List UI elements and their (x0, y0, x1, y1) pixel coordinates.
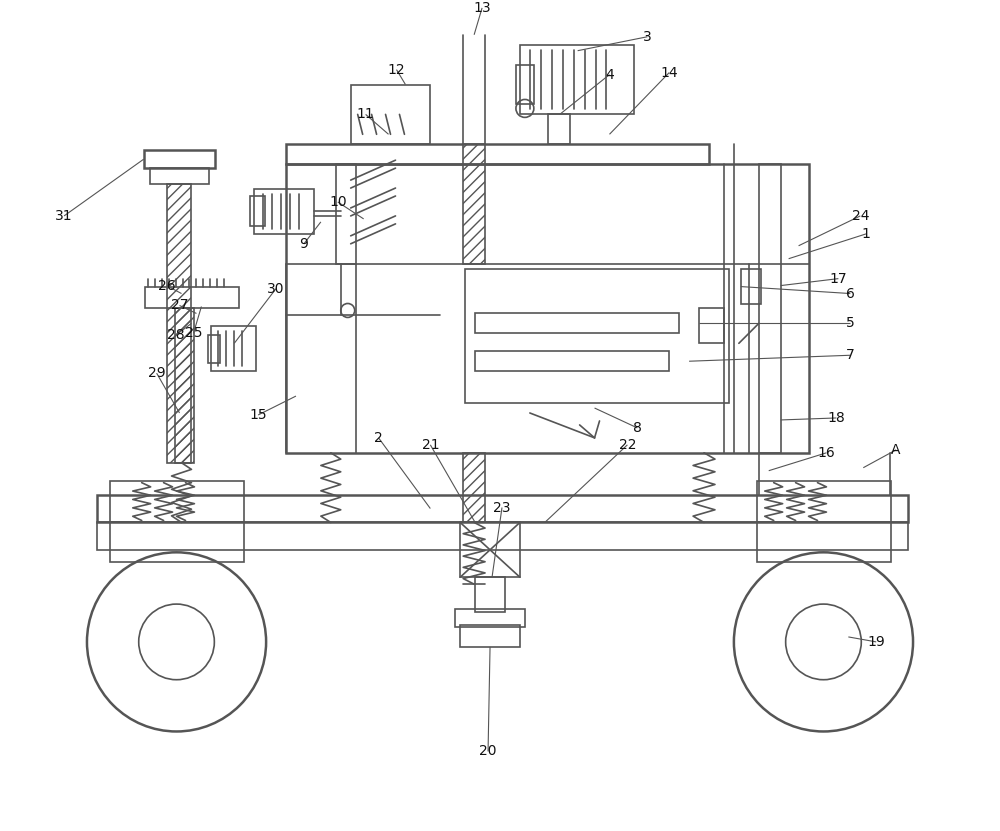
Bar (336, 165, 356, 263)
Text: 6: 6 (846, 287, 855, 301)
Bar (97, 523, 908, 550)
Bar (211, 327, 256, 371)
Bar (741, 268, 761, 303)
Bar (475, 313, 679, 333)
Text: 20: 20 (479, 745, 497, 759)
Bar (475, 578, 505, 612)
Bar (97, 494, 908, 523)
Text: 13: 13 (473, 1, 491, 15)
Text: 10: 10 (329, 195, 347, 209)
Text: 14: 14 (660, 66, 678, 80)
Text: 5: 5 (846, 317, 855, 331)
Text: 30: 30 (267, 282, 285, 296)
Bar (455, 609, 525, 627)
Text: 18: 18 (828, 411, 845, 425)
Bar (699, 308, 724, 343)
Text: 17: 17 (830, 272, 847, 286)
Bar (167, 184, 191, 463)
Bar (351, 85, 430, 145)
Text: 25: 25 (185, 327, 202, 341)
Bar (254, 189, 314, 234)
Bar (110, 523, 244, 563)
Text: 23: 23 (493, 500, 511, 514)
Bar (516, 65, 534, 105)
Bar (463, 145, 485, 263)
Text: 4: 4 (605, 67, 614, 81)
Bar (475, 352, 669, 371)
Text: 29: 29 (148, 366, 165, 380)
Text: 28: 28 (167, 328, 184, 342)
Text: 9: 9 (299, 237, 308, 251)
Text: 7: 7 (846, 348, 855, 362)
Bar (110, 480, 244, 523)
Bar (145, 287, 239, 308)
Bar (144, 150, 215, 168)
Bar (460, 523, 520, 578)
Text: 8: 8 (633, 421, 642, 435)
Bar (548, 115, 570, 145)
Bar (460, 625, 520, 647)
Bar (150, 168, 209, 184)
Bar (208, 336, 220, 363)
Text: 22: 22 (619, 438, 636, 452)
Text: 3: 3 (643, 30, 652, 44)
Bar (175, 308, 194, 463)
Text: 2: 2 (374, 430, 383, 445)
Text: A: A (891, 443, 901, 457)
Text: 1: 1 (862, 227, 871, 241)
Bar (520, 45, 634, 115)
Text: 15: 15 (249, 408, 267, 422)
Bar (286, 165, 809, 453)
Bar (463, 453, 485, 523)
Text: 11: 11 (357, 107, 375, 121)
Text: 26: 26 (158, 278, 175, 293)
Text: 27: 27 (171, 298, 188, 312)
Bar (465, 268, 729, 403)
Bar (757, 480, 891, 523)
Text: 19: 19 (867, 635, 885, 649)
Text: 16: 16 (818, 445, 835, 460)
Bar (757, 523, 891, 563)
Bar (286, 145, 709, 165)
Text: 21: 21 (422, 438, 439, 452)
Bar (250, 196, 265, 226)
Text: 31: 31 (55, 209, 73, 223)
Bar (759, 165, 781, 453)
Text: 12: 12 (388, 62, 405, 76)
Text: 24: 24 (852, 209, 869, 223)
